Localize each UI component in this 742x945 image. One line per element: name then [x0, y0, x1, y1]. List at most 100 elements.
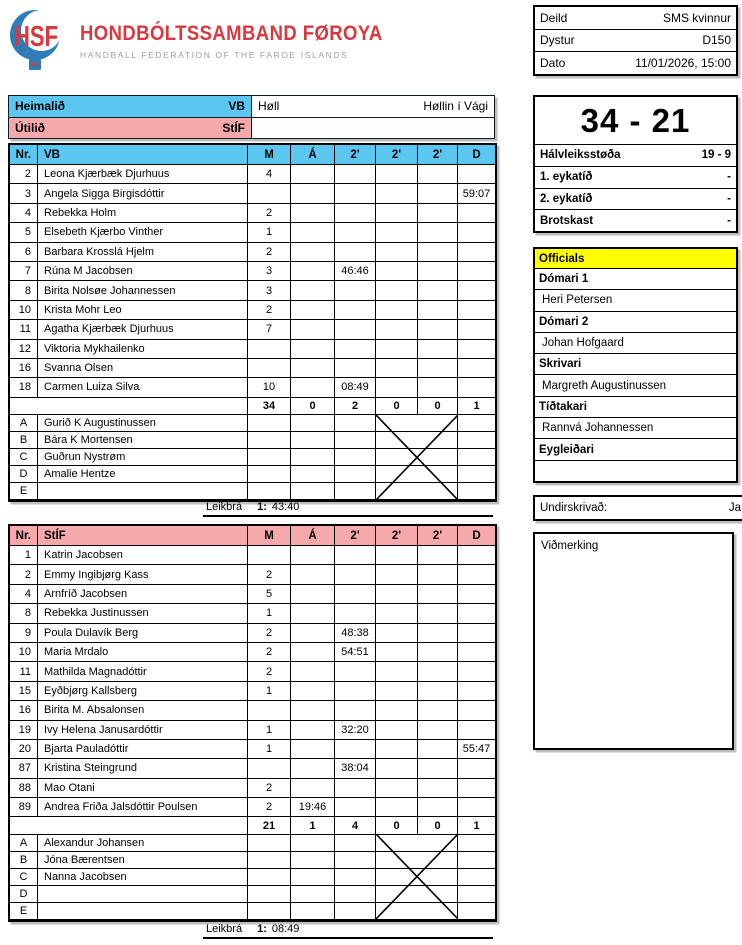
player-2min-1 [335, 662, 376, 682]
player-number: 18 [10, 378, 38, 398]
official-role: Dómari 1 [535, 268, 736, 289]
player-warning: 19:46 [291, 798, 335, 818]
team-table-away: Nr. StÍF M Á 2' 2' 2' D 1 Katrin Jacobse… [8, 524, 497, 922]
away-totals-row: 21 1 4 0 0 1 [10, 817, 495, 835]
crossed-cell [376, 834, 458, 852]
player-number: 4 [10, 203, 38, 224]
player-disq [458, 779, 495, 799]
player-name: Birita M. Absalonsen [38, 701, 248, 721]
hsf-logo-icon: HSF [10, 10, 62, 70]
score-row: Hálvleiksstøða 19 - 9 [535, 144, 736, 166]
player-row: 89 Andrea Friða Jalsdóttir Poulsen 2 19:… [10, 798, 495, 818]
score-row-label: Brotskast [540, 214, 594, 227]
player-name: Birita Nolsøe Johannessen [38, 281, 248, 301]
player-row: 8 Birita Nolsøe Johannessen 3 [10, 281, 495, 301]
home-row: Heimalið VB Høll Høllin í Vági [9, 96, 494, 117]
score-row-value: - [727, 192, 731, 205]
col-team: VB [38, 145, 248, 165]
player-disq [458, 798, 495, 818]
bench-row: B Jóna Bærentsen [10, 851, 495, 869]
bench-name: Bára K Mortensen [38, 432, 248, 450]
totals-2min-3: 0 [418, 397, 458, 416]
bench-name: Alexandur Johansen [38, 834, 248, 852]
player-name: Katrin Jacobsen [38, 546, 248, 566]
player-goals: 2 [248, 242, 291, 262]
col-a: Á [291, 145, 335, 165]
player-disq [458, 662, 495, 682]
player-row: 7 Rúna M Jacobsen 3 46:46 [10, 261, 495, 282]
player-2min-2 [376, 565, 418, 585]
player-number: 16 [10, 701, 38, 721]
home-team-code: VB [228, 99, 245, 114]
player-goals: 3 [248, 261, 291, 282]
totals-goals: 34 [248, 397, 291, 416]
player-2min-1 [335, 281, 376, 301]
player-row: 8 Rebekka Justinussen 1 [10, 604, 495, 624]
player-disq [458, 359, 495, 379]
player-2min-3 [418, 203, 458, 224]
federation-header: HSF HONDBÓLTSSAMBAND FØROYA HANDBALL FED… [8, 6, 424, 72]
score-row-value: - [727, 171, 731, 184]
player-2min-2 [376, 223, 418, 243]
player-2min-2 [376, 623, 418, 643]
player-warning [291, 261, 335, 282]
player-disq [458, 340, 495, 359]
player-2min-3 [418, 720, 458, 740]
player-row: 19 Ivy Helena Janusardóttir 1 32:20 [10, 720, 495, 740]
totals-spacer [10, 397, 248, 416]
player-2min-2 [376, 358, 418, 379]
crossed-cell [376, 449, 458, 467]
team-away-header-row: Nr. StÍF M Á 2' 2' 2' D [10, 526, 495, 546]
player-number: 2 [10, 565, 38, 585]
player-row: 20 Bjarta Pauladóttir 1 55:47 [10, 739, 495, 760]
player-disq [458, 243, 495, 262]
totals-2min-3: 0 [418, 817, 458, 835]
player-number: 3 [10, 184, 38, 204]
player-warning [291, 339, 335, 359]
player-row: 15 Eyðbjørg Kallsberg 1 [10, 681, 495, 702]
player-disq [458, 759, 495, 779]
bench-letter: D [10, 466, 38, 484]
player-name: Viktoria Mykhailenko [38, 339, 248, 359]
player-number: 10 [10, 642, 38, 663]
player-name: Bjarta Pauladóttir [38, 739, 248, 760]
player-number: 11 [10, 320, 38, 340]
bench-letter: E [10, 902, 38, 920]
player-2min-3 [418, 759, 458, 779]
player-goals [248, 701, 291, 721]
player-goals: 2 [248, 662, 291, 682]
player-2min-2 [376, 759, 418, 779]
crossed-cell [376, 483, 458, 501]
player-2min-3 [418, 358, 458, 379]
away-team-cell: Útilið StÍF [9, 117, 252, 138]
player-2min-3 [418, 242, 458, 262]
player-goals: 2 [248, 778, 291, 799]
leikbra-time: 08:49 [271, 923, 300, 935]
player-name: Ivy Helena Janusardóttir [38, 720, 248, 740]
player-disq [458, 165, 495, 185]
officials-box: Officials Dómari 1 Heri Petersen Dómari … [533, 247, 738, 483]
crossed-cell [376, 868, 458, 886]
player-row: 4 Rebekka Holm 2 [10, 203, 495, 224]
player-name: Agatha Kjærbæk Djurhuus [38, 320, 248, 340]
col-d: D [458, 526, 495, 546]
bench-letter: E [10, 483, 38, 501]
player-goals: 2 [248, 798, 291, 818]
player-row: 5 Elsebeth Kjærbo Vinther 1 [10, 223, 495, 243]
player-2min-3 [418, 261, 458, 282]
player-warning [291, 281, 335, 301]
score-row: 1. eykatíð - [535, 165, 736, 188]
player-2min-1: 54:51 [335, 642, 376, 663]
player-2min-1 [335, 701, 376, 721]
player-disq [458, 701, 495, 721]
match-info-value: D150 [702, 33, 731, 48]
totals-2min-1: 2 [335, 397, 376, 416]
official-entry: Dómari 1 Heri Petersen [535, 268, 736, 311]
player-row: 2 Leona Kjærbæk Djurhuus 4 [10, 165, 495, 185]
score-row-value: 19 - 9 [701, 149, 731, 162]
player-2min-1 [335, 184, 376, 204]
player-disq [458, 682, 495, 702]
player-name: Leona Kjærbæk Djurhuus [38, 165, 248, 185]
player-number: 89 [10, 798, 38, 818]
player-goals [248, 546, 291, 566]
